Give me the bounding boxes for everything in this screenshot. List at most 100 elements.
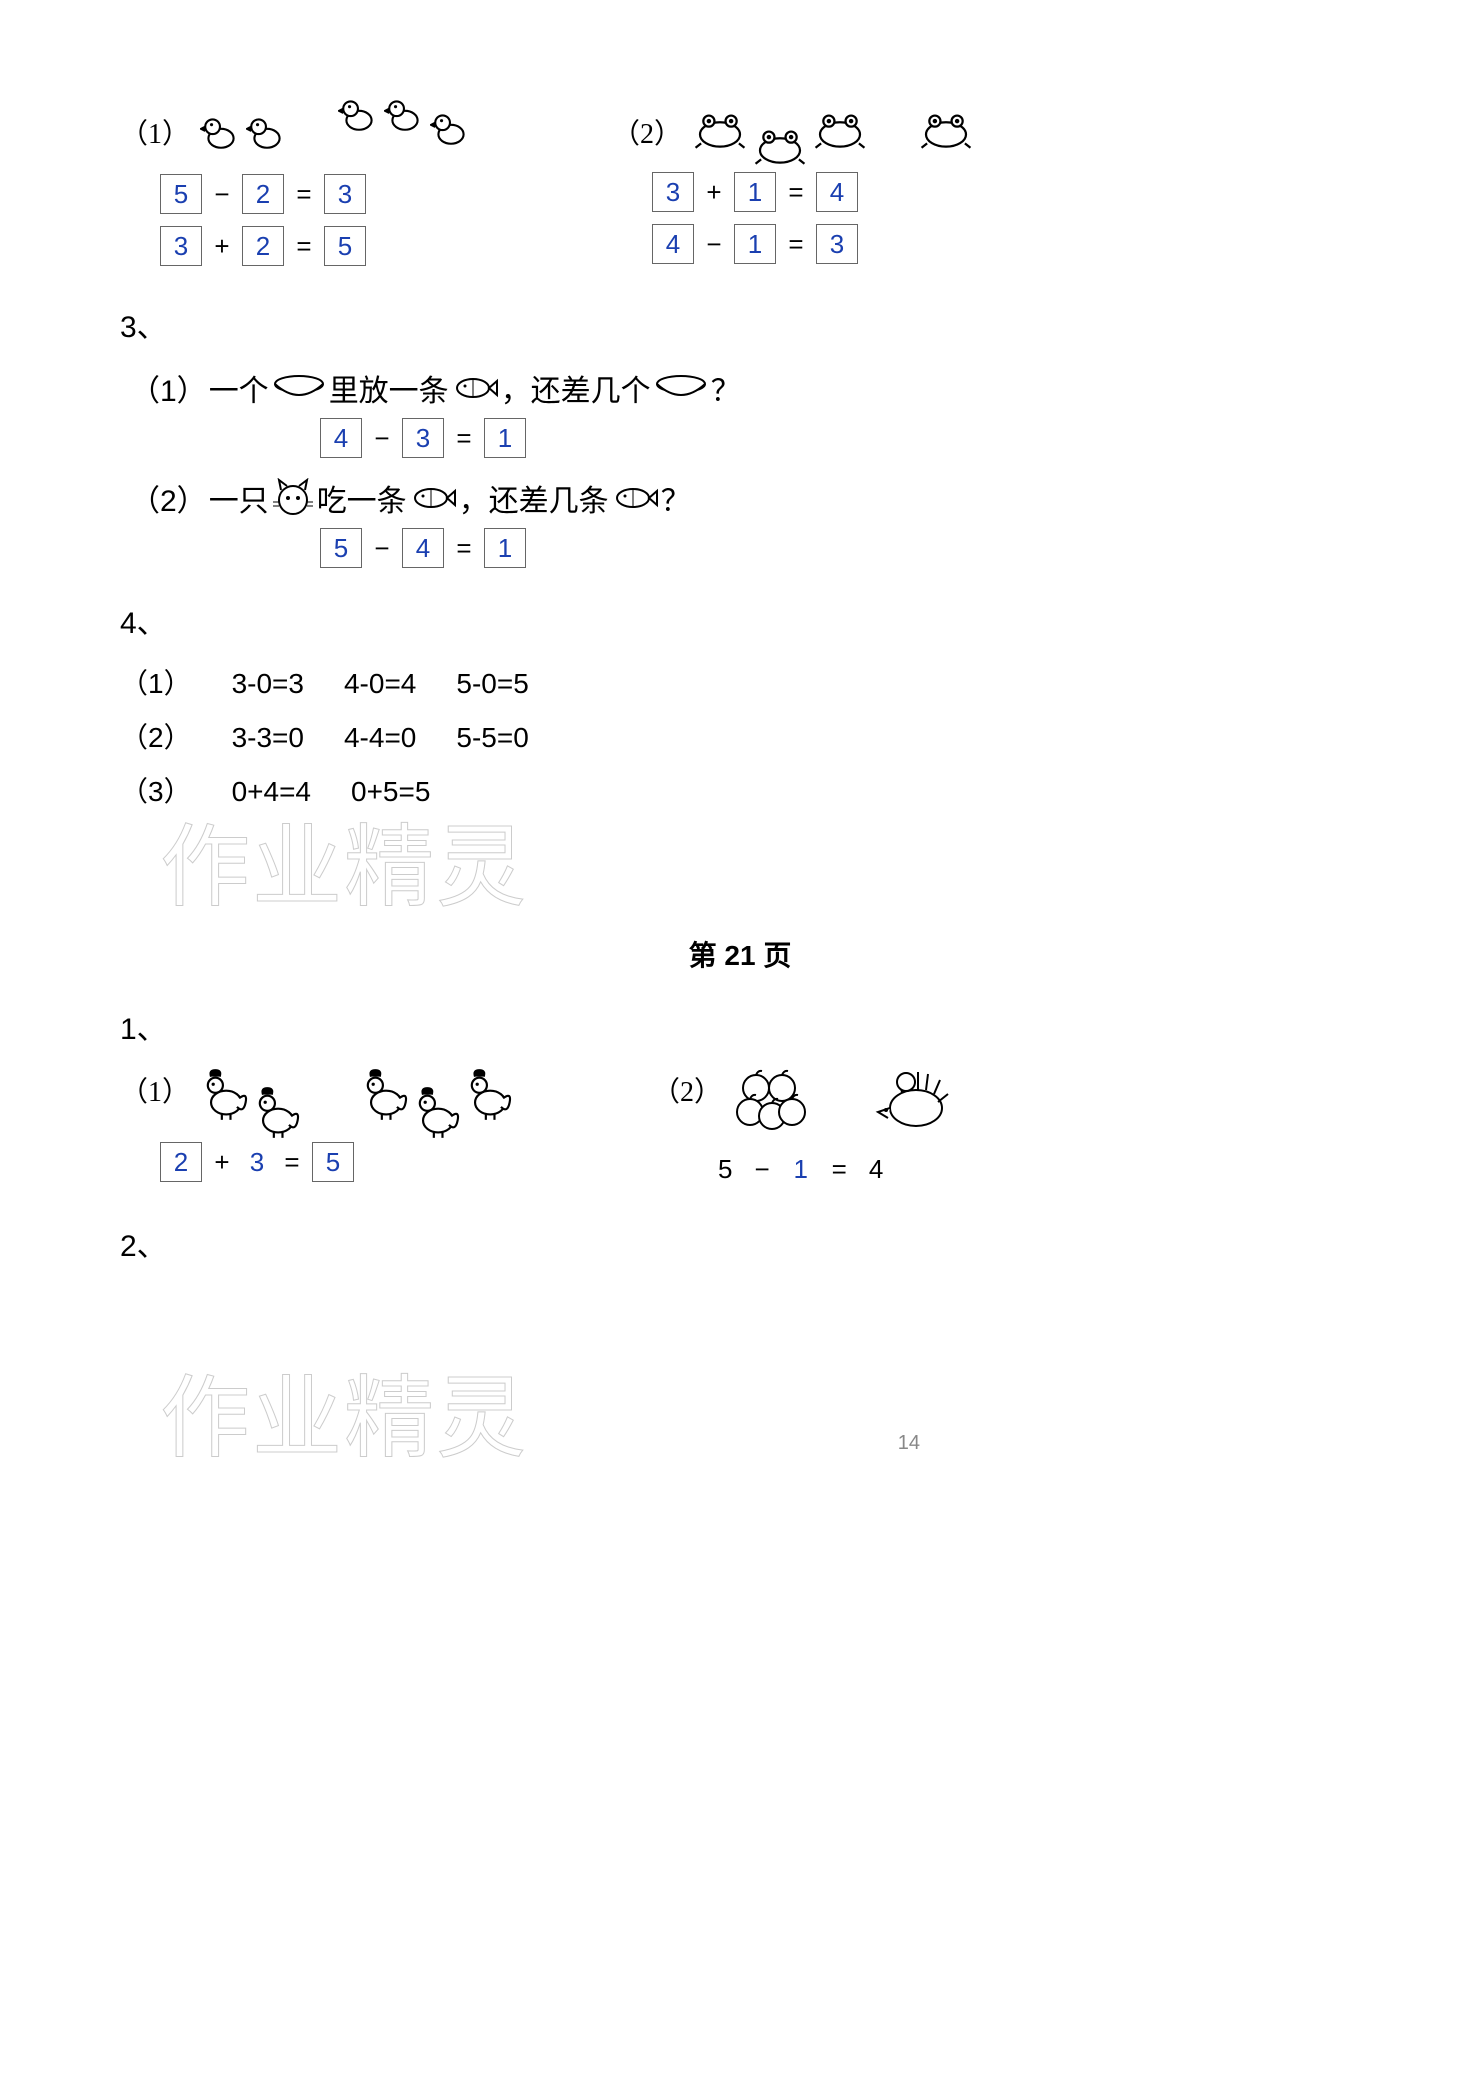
answer-box: 2 bbox=[242, 226, 284, 266]
answer-box: 1 bbox=[484, 528, 526, 568]
problem-top-2: （2） 3 + 1 = 4 4 − 1 bbox=[612, 110, 974, 272]
apple-group bbox=[732, 1068, 812, 1134]
op: + bbox=[704, 177, 724, 208]
label: （3） bbox=[120, 770, 192, 810]
op: = bbox=[786, 229, 806, 260]
label: （1） bbox=[130, 366, 207, 410]
label-top-2: （2） bbox=[612, 110, 682, 152]
fish-icon bbox=[451, 374, 499, 402]
answer-box: 1 bbox=[734, 224, 776, 264]
op: = bbox=[786, 177, 806, 208]
section-4-heading: 4、 bbox=[120, 598, 1360, 642]
rooster-icon bbox=[200, 1068, 248, 1122]
answer-box: 4 bbox=[652, 224, 694, 264]
answer-box: 5 bbox=[160, 174, 202, 214]
op: = bbox=[282, 1147, 302, 1178]
label: （1） bbox=[120, 662, 192, 702]
op: = bbox=[294, 179, 314, 210]
duck-icon bbox=[430, 106, 472, 150]
op: − bbox=[212, 179, 232, 210]
word-problem-2: （2） 一只 吃一条 ，还差几条 ？ bbox=[130, 476, 1360, 520]
duck-group-left bbox=[200, 110, 288, 154]
op: + bbox=[212, 231, 232, 262]
word-problem-1: （1） 一个 里放一条 ，还差几个 ？ bbox=[130, 366, 1360, 410]
watermark-text: 作业精灵 bbox=[160, 794, 1360, 924]
equation-line: 5 − 1 = 4 bbox=[712, 1154, 889, 1185]
op: = bbox=[832, 1154, 847, 1185]
rooster-icon bbox=[360, 1068, 408, 1122]
operand: 5 bbox=[718, 1154, 732, 1185]
answer-box: 5 bbox=[312, 1142, 354, 1182]
rooster-icon bbox=[464, 1068, 512, 1122]
section-3-heading: 3、 bbox=[120, 302, 1360, 346]
label: （2） bbox=[120, 716, 192, 756]
arith-item: 0+5=5 bbox=[351, 776, 430, 808]
rooster-icon bbox=[412, 1086, 460, 1140]
arith-row: （2）3-3=04-4=05-5=0 bbox=[120, 716, 1360, 756]
answer-box: 3 bbox=[324, 174, 366, 214]
text: ？ bbox=[661, 476, 691, 520]
answer-box: 3 bbox=[816, 224, 858, 264]
watermark-text: 作业精灵 bbox=[160, 1345, 1360, 1475]
answer-value: 3 bbox=[242, 1147, 272, 1178]
equation-line: 2 + 3 = 5 bbox=[160, 1142, 354, 1182]
text: ？ bbox=[711, 366, 741, 410]
duck-icon bbox=[384, 92, 426, 136]
rooster-icon bbox=[252, 1086, 300, 1140]
hedgehog-icon bbox=[872, 1068, 952, 1134]
answer-box: 3 bbox=[160, 226, 202, 266]
text: 一个 bbox=[209, 366, 269, 410]
answer-box: 3 bbox=[402, 418, 444, 458]
answer-box: 1 bbox=[484, 418, 526, 458]
op: = bbox=[294, 231, 314, 262]
label-top-1: （1） bbox=[120, 110, 190, 152]
answer-box: 5 bbox=[320, 528, 362, 568]
arith-row: （1） 3-0=3 4-0=4 5-0=5 bbox=[120, 662, 1360, 702]
frog-icon bbox=[692, 110, 748, 150]
frog-icon bbox=[918, 110, 974, 150]
problem-bottom-2: （2） bbox=[652, 1068, 952, 1191]
label: （2） bbox=[130, 476, 207, 520]
frog-icon bbox=[812, 110, 868, 150]
fish-icon bbox=[409, 484, 457, 512]
equation-line: 5 − 4 = 1 bbox=[320, 528, 1360, 568]
arith-item: 5-0=5 bbox=[456, 668, 528, 700]
op: − bbox=[372, 533, 392, 564]
hedgehog-group bbox=[872, 1068, 952, 1134]
cat-icon bbox=[271, 478, 315, 518]
arith-item: 4-4=0 bbox=[344, 722, 416, 754]
duck-icon bbox=[338, 92, 380, 136]
section-1b-heading: 1、 bbox=[120, 1004, 1360, 1048]
op: = bbox=[454, 423, 474, 454]
frog-group-left bbox=[692, 110, 868, 150]
frog-icon bbox=[752, 126, 808, 166]
answer-box: 4 bbox=[816, 172, 858, 212]
section-2b-heading: 2、 bbox=[120, 1221, 1360, 1265]
result: 4 bbox=[869, 1154, 883, 1185]
answer-box: 5 bbox=[324, 226, 366, 266]
op: − bbox=[372, 423, 392, 454]
equation-line: 4 − 1 = 3 bbox=[652, 224, 858, 264]
equation-line: 4 − 3 = 1 bbox=[320, 418, 1360, 458]
fish-icon bbox=[611, 484, 659, 512]
bowl-icon bbox=[653, 374, 709, 402]
footer-pagenum: 14 bbox=[898, 1432, 920, 1455]
answer-box: 2 bbox=[160, 1142, 202, 1182]
arith-block: （1） 3-0=3 4-0=4 5-0=5 （2）3-3=04-4=05-5=0 （3… bbox=[120, 662, 1360, 810]
frog-group-right bbox=[918, 110, 974, 150]
arith-item: 3-0=3 bbox=[232, 668, 304, 700]
equation-line: 3 + 2 = 5 bbox=[160, 226, 366, 266]
arith-item: 4-0=4 bbox=[344, 668, 416, 700]
answer-box: 4 bbox=[402, 528, 444, 568]
duck-group-right bbox=[338, 92, 472, 136]
bowl-icon bbox=[271, 374, 327, 402]
label-bottom-1: （1） bbox=[120, 1068, 190, 1110]
answer-box: 4 bbox=[320, 418, 362, 458]
duck-icon bbox=[200, 110, 242, 154]
answer-value: 1 bbox=[786, 1154, 816, 1185]
text: 里放一条 bbox=[329, 366, 449, 410]
arith-row: （3）0+4=40+5=5 bbox=[120, 770, 1360, 810]
op: = bbox=[454, 533, 474, 564]
equation-line: 5 − 2 = 3 bbox=[160, 174, 366, 214]
text: 吃一条 bbox=[317, 476, 407, 520]
